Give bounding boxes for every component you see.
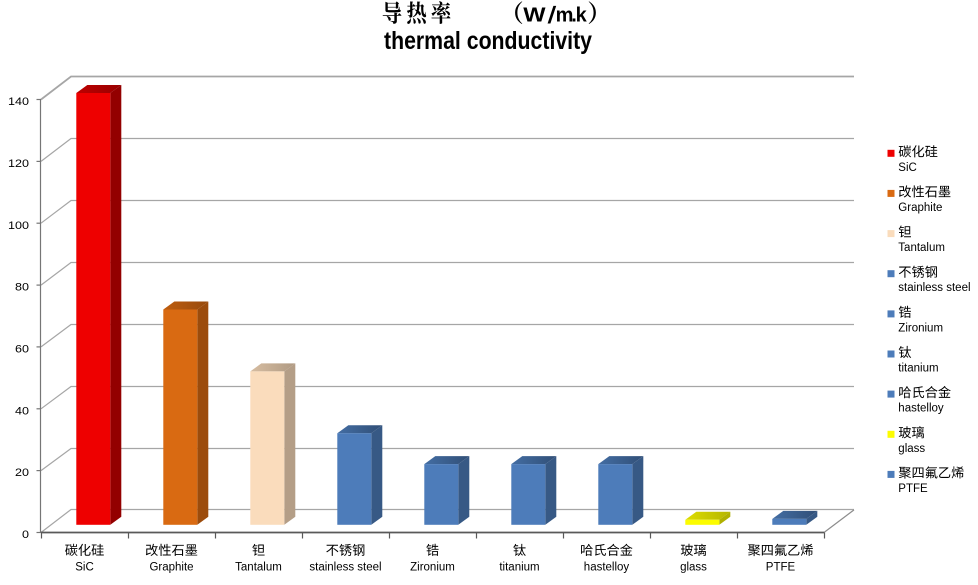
svg-text:stainless steel: stainless steel xyxy=(898,282,970,294)
svg-text:0: 0 xyxy=(22,529,29,541)
svg-text:.: . xyxy=(571,4,577,26)
svg-text:Zironium: Zironium xyxy=(410,562,455,574)
svg-text:W: W xyxy=(523,3,546,26)
svg-text:PTFE: PTFE xyxy=(898,483,928,495)
svg-text:k: k xyxy=(576,4,588,26)
svg-text:100: 100 xyxy=(8,220,29,232)
svg-text:Graphite: Graphite xyxy=(149,562,193,574)
svg-text:40: 40 xyxy=(15,405,29,417)
svg-text:Zironium: Zironium xyxy=(898,322,943,334)
svg-text:60: 60 xyxy=(15,344,29,356)
svg-text:glass: glass xyxy=(898,443,925,455)
svg-text:PTFE: PTFE xyxy=(766,562,796,574)
svg-text:hastelloy: hastelloy xyxy=(898,403,944,415)
svg-text:80: 80 xyxy=(15,282,29,294)
svg-text:titanium: titanium xyxy=(898,363,938,375)
svg-text:120: 120 xyxy=(8,158,29,170)
svg-text:stainless steel: stainless steel xyxy=(309,562,381,574)
svg-text:SiC: SiC xyxy=(898,162,917,174)
svg-text:140: 140 xyxy=(8,96,29,108)
svg-text:m: m xyxy=(556,4,574,26)
svg-text:20: 20 xyxy=(15,467,29,479)
svg-text:Tantalum: Tantalum xyxy=(898,242,945,254)
svg-text:Tantalum: Tantalum xyxy=(235,562,282,574)
svg-text:SiC: SiC xyxy=(75,562,94,574)
svg-text:hastelloy: hastelloy xyxy=(584,562,630,574)
svg-text:titanium: titanium xyxy=(499,562,539,574)
svg-text:glass: glass xyxy=(680,562,707,574)
svg-text:Graphite: Graphite xyxy=(898,202,942,214)
svg-text:thermal conductivity: thermal conductivity xyxy=(384,27,592,55)
